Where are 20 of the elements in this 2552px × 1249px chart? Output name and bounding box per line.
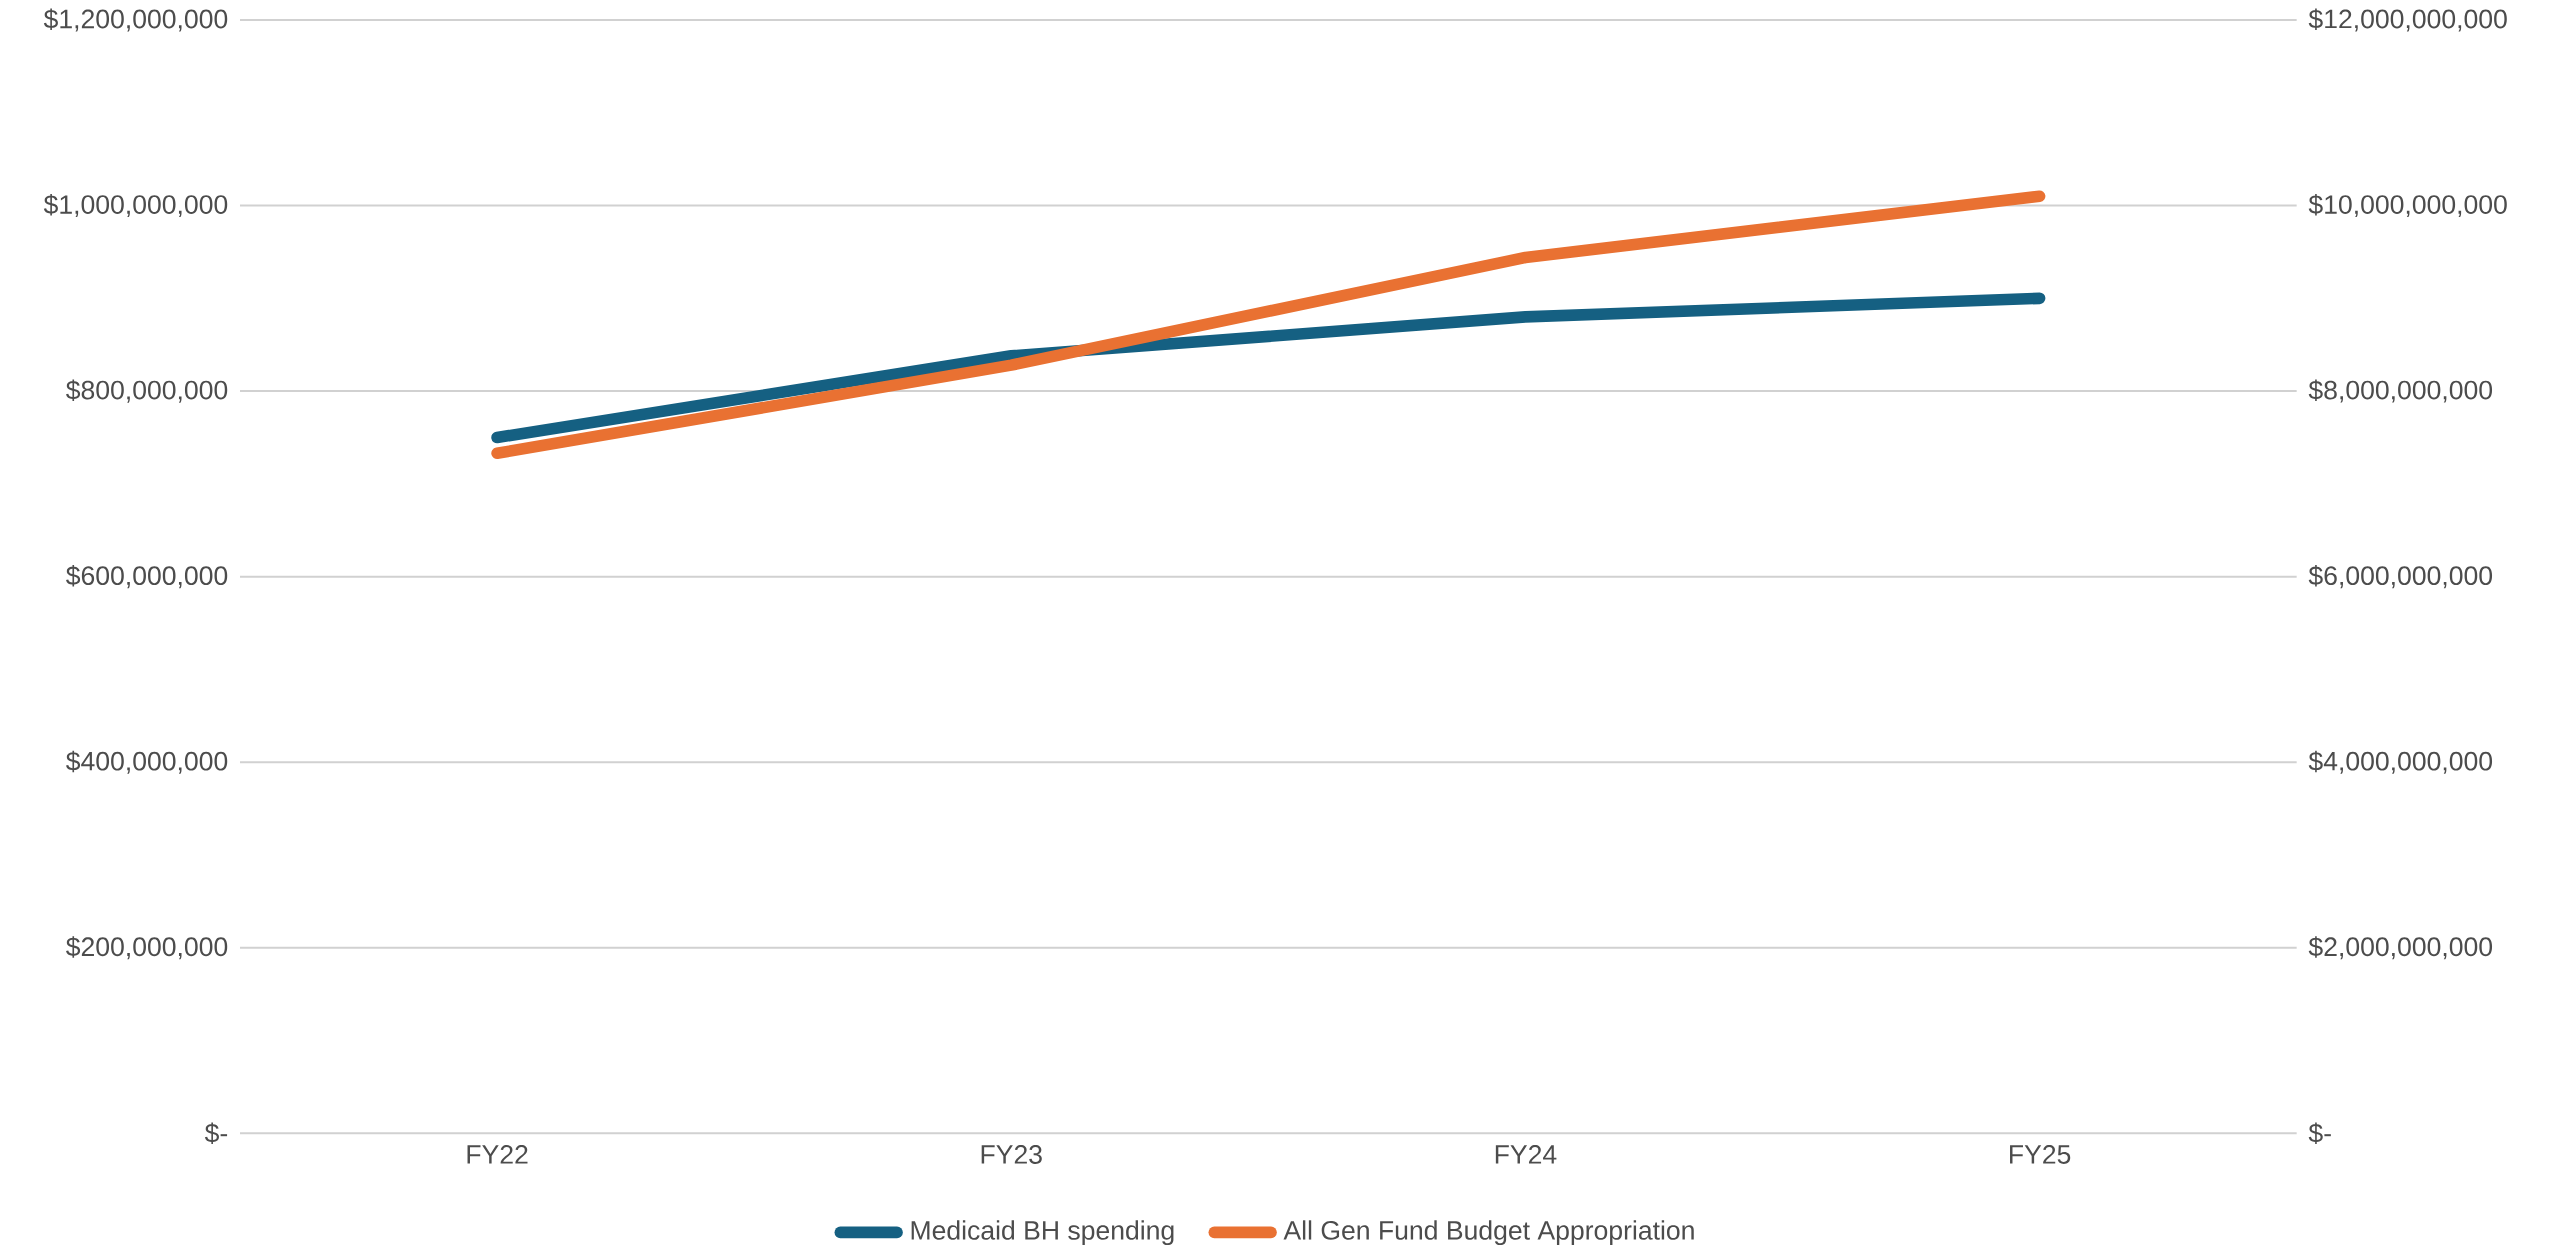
y2-tick-label: $- bbox=[2308, 1122, 2331, 1145]
y2-tick-label: $2,000,000,000 bbox=[2308, 936, 2493, 960]
y2-tick-label: $6,000,000,000 bbox=[2308, 565, 2493, 589]
y-tick-label: $800,000,000 bbox=[66, 379, 228, 403]
y-tick-label: $600,000,000 bbox=[66, 565, 228, 589]
y2-tick-label: $4,000,000,000 bbox=[2308, 750, 2493, 774]
y2-tick-label: $8,000,000,000 bbox=[2308, 379, 2493, 403]
y-tick-label: $1,200,000,000 bbox=[43, 8, 228, 32]
x-tick-label: FY24 bbox=[1495, 1145, 1557, 1164]
x-tick-label: FY22 bbox=[467, 1145, 528, 1164]
y-tick-label: $- bbox=[204, 1122, 228, 1145]
y2-tick-label: $12,000,000,000 bbox=[2308, 8, 2507, 32]
legend-label: All Gen Fund Budget Appropriation bbox=[1283, 1220, 1694, 1246]
legend-label: Medicaid BH spending bbox=[911, 1220, 1174, 1246]
y-tick-label: $200,000,000 bbox=[66, 936, 228, 960]
x-tick-label: FY23 bbox=[981, 1145, 1042, 1164]
y-tick-label: $400,000,000 bbox=[66, 750, 228, 774]
y2-tick-label: $10,000,000,000 bbox=[2308, 193, 2507, 218]
x-tick-label: FY25 bbox=[2010, 1145, 2071, 1164]
y-tick-label: $1,000,000,000 bbox=[43, 194, 228, 218]
